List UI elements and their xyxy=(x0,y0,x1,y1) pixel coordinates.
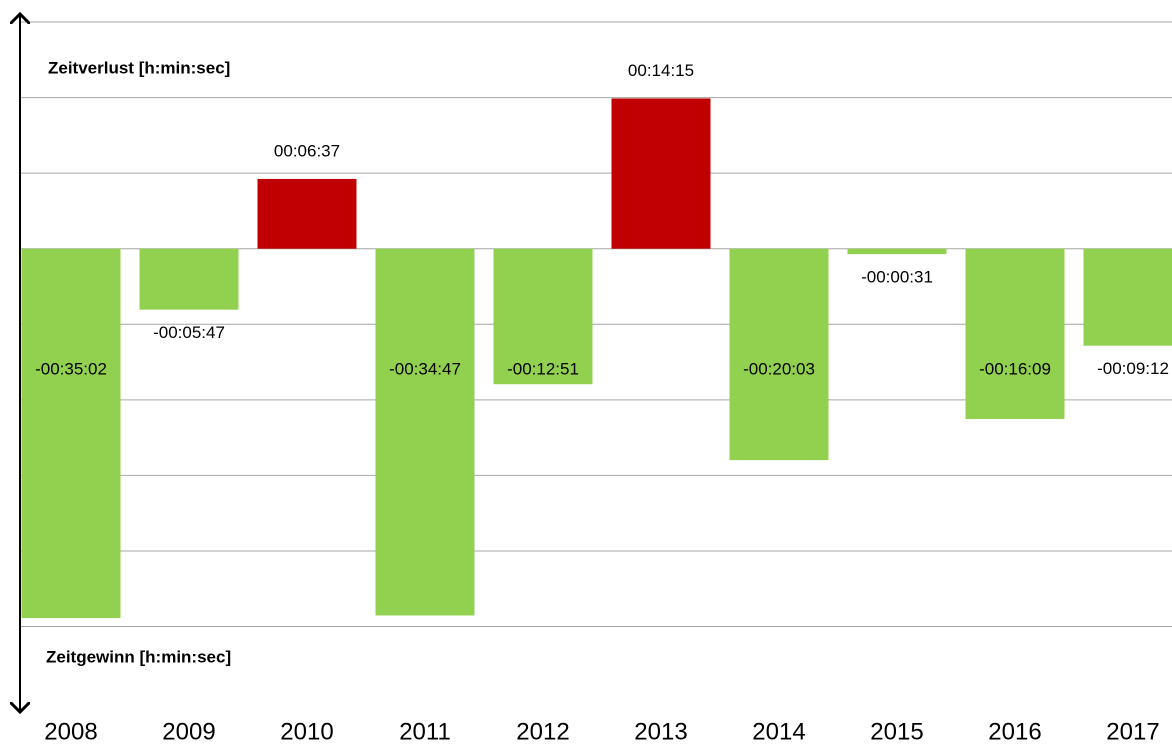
bar xyxy=(729,248,829,461)
x-tick-label: 2008 xyxy=(44,718,97,745)
data-label: 00:14:15 xyxy=(628,61,694,80)
bar xyxy=(1083,248,1172,346)
x-tick-label: 2013 xyxy=(634,718,687,745)
data-label: -00:09:12 xyxy=(1097,359,1169,378)
bar xyxy=(257,178,357,249)
x-tick-label: 2009 xyxy=(162,718,215,745)
x-tick-label: 2015 xyxy=(870,718,923,745)
data-label: -00:00:31 xyxy=(861,268,933,287)
x-tick-label: 2017 xyxy=(1106,718,1159,745)
data-label: -00:34:47 xyxy=(389,359,461,378)
bar xyxy=(21,248,121,619)
x-tick-label: 2011 xyxy=(399,718,451,745)
data-label: -00:35:02 xyxy=(35,359,107,378)
bar xyxy=(847,248,947,255)
x-tick-label: 2010 xyxy=(280,718,333,745)
bar xyxy=(375,248,475,616)
bar xyxy=(139,248,239,310)
data-label: -00:16:09 xyxy=(979,359,1051,378)
data-label: -00:20:03 xyxy=(743,359,815,378)
x-tick-label: 2016 xyxy=(988,718,1041,745)
annotation: Zeitgewinn [h:min:sec] xyxy=(46,647,231,666)
bar xyxy=(611,98,711,249)
data-label: -00:12:51 xyxy=(507,359,579,378)
x-tick-label: 2012 xyxy=(516,718,569,745)
annotation: Zeitverlust [h:min:sec] xyxy=(48,58,230,77)
x-tick-label: 2014 xyxy=(752,718,805,745)
bar xyxy=(493,248,593,385)
data-label: 00:06:37 xyxy=(274,141,340,160)
bar xyxy=(965,248,1065,419)
data-label: -00:05:47 xyxy=(153,323,225,342)
